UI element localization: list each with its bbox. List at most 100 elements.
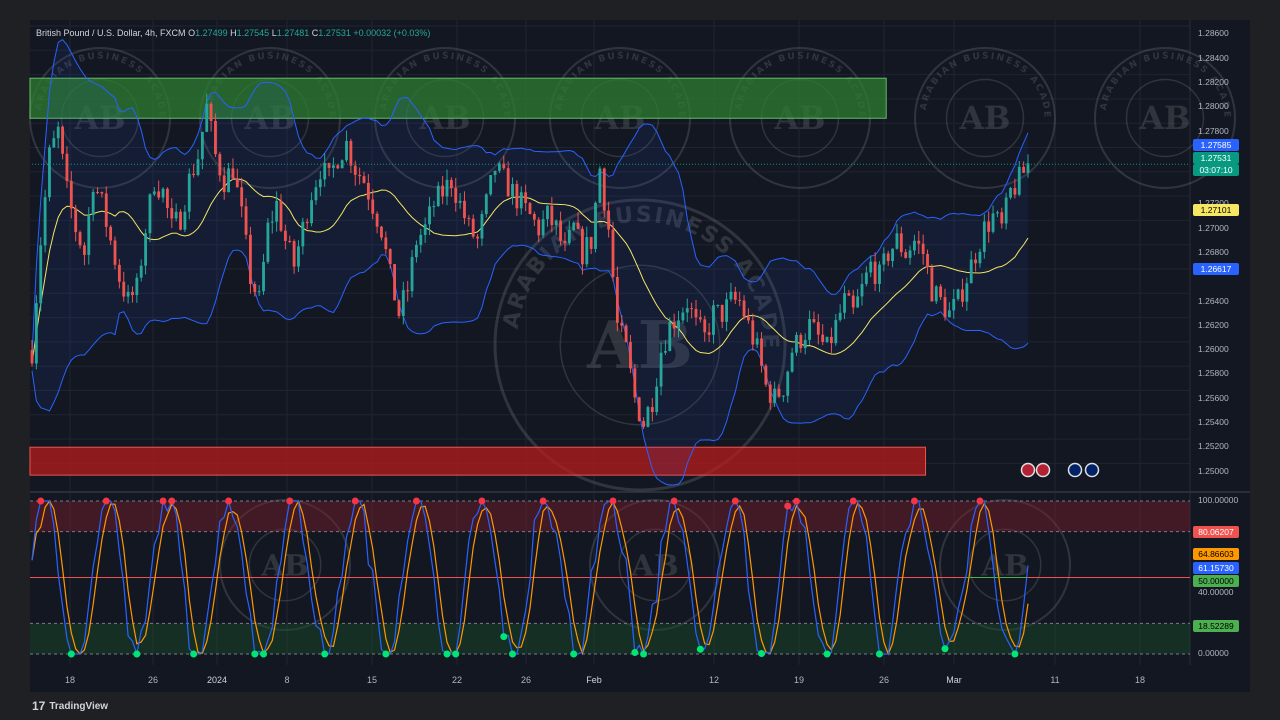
oversold-marker (941, 645, 949, 653)
candle-body (952, 298, 956, 311)
oscillator-tick: 40.00000 (1198, 586, 1234, 597)
candle-body (838, 312, 842, 320)
footer-brand[interactable]: 17 TradingView (32, 699, 108, 713)
candle-body (109, 226, 113, 241)
price-tick: 1.26800 (1198, 247, 1229, 257)
time-tick: 26 (878, 675, 890, 685)
candle-body (43, 197, 47, 246)
candle-body (795, 334, 798, 353)
high-value: 1.27545 (236, 28, 270, 38)
bollinger-lower-band (31, 244, 1029, 486)
candle-body (91, 191, 95, 216)
oversold-marker (758, 650, 766, 658)
watermark-inner-ring-icon (559, 264, 721, 426)
candle-body (943, 297, 947, 318)
overbought-marker (478, 497, 486, 505)
candle-body (74, 208, 78, 233)
bollinger-fill (32, 39, 1028, 485)
candle-body (532, 213, 536, 220)
candle-body (218, 154, 222, 176)
candle-body (340, 160, 344, 169)
watermark-ring-icon (1094, 47, 1236, 189)
overbought-marker (159, 497, 167, 505)
candle-body (1000, 212, 1004, 224)
candle-body (511, 183, 514, 197)
candle-body (768, 384, 772, 403)
candle-body (554, 220, 558, 226)
watermark-inner-ring-icon (1125, 78, 1205, 158)
candle-body (786, 371, 790, 396)
candle-body (677, 320, 680, 329)
overbought-marker (286, 497, 294, 505)
candle-body (921, 243, 925, 255)
candle-body (170, 208, 174, 219)
candle-body (484, 194, 488, 215)
candle-body (166, 188, 169, 209)
candle-body (366, 182, 370, 200)
time-tick: 2024 (206, 675, 228, 685)
candle-body (895, 233, 899, 249)
candle-body (327, 163, 331, 168)
watermark-logo-text: AB (586, 308, 693, 384)
candle-body (1022, 166, 1026, 173)
grid-lines (30, 20, 1250, 665)
time-tick: 22 (451, 675, 463, 685)
candle-body (707, 332, 711, 335)
oversold-marker (382, 650, 390, 658)
candle-body (375, 213, 379, 227)
candle-body (209, 103, 213, 121)
time-tick: 18 (64, 675, 76, 685)
watermark-logo-text: AB (980, 548, 1028, 582)
candle-body (939, 286, 943, 298)
candle-body (904, 252, 908, 258)
candle-body (930, 267, 934, 302)
candle-body (882, 253, 886, 265)
candle-body (122, 281, 126, 297)
candle-body (349, 140, 353, 166)
supply-zone (29, 77, 887, 119)
low-value: 1.27481 (276, 28, 310, 38)
candle-body (1013, 188, 1017, 195)
oversold-marker (260, 650, 268, 658)
candle-body (30, 350, 34, 364)
time-tick: 19 (793, 675, 805, 685)
candle-body (974, 259, 977, 264)
candle-body (393, 264, 396, 301)
candle-body (380, 226, 383, 238)
candle-body (423, 224, 427, 235)
candle-body (655, 386, 659, 412)
oversold-marker (570, 650, 578, 658)
candle-body (489, 174, 493, 195)
candle-body (633, 368, 637, 398)
candle-body (996, 212, 999, 214)
demand-zone (29, 446, 927, 476)
candle-body (934, 286, 938, 302)
time-tick: 11 (1050, 675, 1060, 685)
price-tick: 1.27800 (1198, 125, 1229, 136)
candle-body (524, 192, 528, 204)
candle-body (244, 206, 248, 235)
candle-body (550, 205, 554, 226)
candle-body (56, 126, 60, 139)
price-tick: 1.25600 (1198, 392, 1229, 403)
candle-body (594, 202, 597, 249)
candle-body (388, 249, 392, 265)
price-tag: 1.27531 (1193, 152, 1239, 164)
candle-body (471, 218, 475, 237)
candle-body (336, 165, 340, 169)
candle-body (288, 240, 292, 242)
candle-body (157, 191, 161, 198)
candle-body (493, 170, 497, 175)
candle-body (214, 120, 217, 155)
candle-body (725, 299, 728, 322)
candle-body (659, 352, 663, 387)
candle-body (563, 240, 567, 244)
candle-body (205, 103, 209, 132)
candle-body (672, 322, 676, 329)
candle-body (825, 336, 829, 342)
candle-body (611, 229, 615, 277)
price-tick: 1.28600 (1198, 28, 1229, 39)
candle-body (301, 221, 305, 247)
candle-body (821, 334, 825, 342)
